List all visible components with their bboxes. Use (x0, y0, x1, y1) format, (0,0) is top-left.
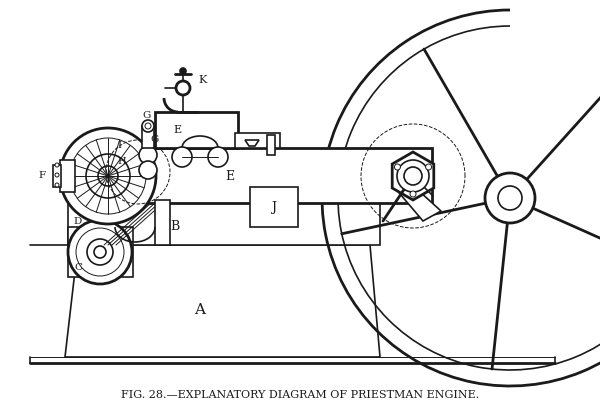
Circle shape (498, 186, 522, 210)
Circle shape (404, 167, 422, 185)
Bar (267, 135, 275, 155)
Text: D: D (74, 218, 82, 226)
Circle shape (55, 163, 59, 167)
Circle shape (86, 154, 130, 198)
Text: FIG. 28.—EXPLANATORY DIAGRAM OF PRIESTMAN ENGINE.: FIG. 28.—EXPLANATORY DIAGRAM OF PRIESTMA… (121, 390, 479, 400)
Bar (68, 227, 133, 277)
Text: E: E (226, 170, 235, 183)
Circle shape (68, 220, 132, 284)
Bar (155, 112, 238, 148)
Text: J: J (272, 200, 277, 213)
Circle shape (180, 68, 186, 74)
Circle shape (98, 166, 118, 186)
Bar (53, 165, 61, 187)
Circle shape (55, 173, 59, 177)
Circle shape (172, 147, 192, 167)
Text: K: K (199, 75, 207, 85)
Polygon shape (245, 140, 259, 146)
Text: H: H (118, 158, 127, 166)
Text: G: G (143, 110, 151, 120)
Circle shape (397, 160, 429, 192)
Text: C: C (74, 263, 82, 273)
Text: A: A (194, 303, 206, 317)
Text: F: F (38, 171, 46, 181)
Bar (68, 203, 380, 245)
Circle shape (208, 147, 228, 167)
Polygon shape (392, 152, 434, 200)
Bar (155, 200, 170, 245)
Circle shape (394, 164, 400, 170)
Circle shape (94, 246, 106, 258)
Circle shape (60, 128, 156, 224)
Circle shape (139, 146, 157, 164)
Polygon shape (395, 181, 441, 221)
Circle shape (76, 228, 124, 276)
Polygon shape (65, 245, 380, 357)
Bar (60, 160, 75, 192)
Circle shape (55, 183, 59, 187)
Circle shape (139, 161, 157, 179)
Bar (235, 133, 280, 148)
Text: B: B (170, 220, 179, 233)
Bar (250, 187, 298, 227)
Circle shape (145, 123, 151, 129)
Bar (108, 148, 432, 203)
Circle shape (176, 81, 190, 95)
Bar (142, 126, 154, 148)
Text: G: G (151, 136, 159, 144)
Circle shape (410, 191, 416, 197)
Text: I: I (118, 141, 122, 150)
Text: E: E (173, 125, 181, 135)
Circle shape (87, 239, 113, 265)
Circle shape (70, 138, 146, 214)
Circle shape (142, 120, 154, 132)
Circle shape (425, 164, 431, 170)
Circle shape (485, 173, 535, 223)
